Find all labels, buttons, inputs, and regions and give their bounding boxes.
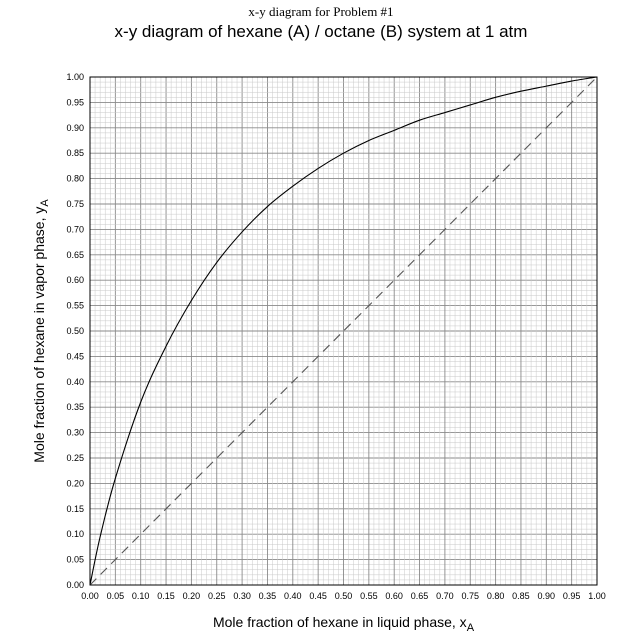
y-tick-label: 0.35 <box>66 402 84 412</box>
x-tick-label: 0.80 <box>487 591 505 601</box>
x-tick-label: 0.05 <box>107 591 125 601</box>
y-axis-label-subscript: A <box>39 199 51 207</box>
x-tick-label: 0.20 <box>183 591 201 601</box>
y-tick-label: 0.45 <box>66 351 84 361</box>
y-tick-label: 0.50 <box>66 326 84 336</box>
x-tick-label: 0.90 <box>538 591 556 601</box>
x-tick-label: 0.50 <box>335 591 353 601</box>
y-tick-label: 0.60 <box>66 275 84 285</box>
y-tick-label: 0.85 <box>66 148 84 158</box>
x-tick-label: 0.15 <box>157 591 175 601</box>
x-tick-label: 0.95 <box>563 591 581 601</box>
x-axis-label: Mole fraction of hexane in liquid phase,… <box>213 614 475 634</box>
y-tick-label: 0.40 <box>66 377 84 387</box>
page-title: x-y diagram for Problem #1 <box>248 4 394 19</box>
y-tick-label: 0.15 <box>66 504 84 514</box>
x-tick-label: 0.00 <box>81 591 99 601</box>
y-tick-label: 0.75 <box>66 199 84 209</box>
y-tick-label: 0.00 <box>66 580 84 590</box>
x-tick-label: 0.45 <box>309 591 327 601</box>
y-tick-label: 0.20 <box>66 478 84 488</box>
y-tick-label: 0.70 <box>66 224 84 234</box>
y-tick-label: 0.95 <box>66 97 84 107</box>
x-tick-label: 0.35 <box>259 591 277 601</box>
plot-frame <box>89 76 598 586</box>
x-tick-label: 0.55 <box>360 591 378 601</box>
x-tick-label: 0.65 <box>411 591 429 601</box>
y-tick-label: 0.25 <box>66 453 84 463</box>
y-axis-label: Mole fraction of hexane in vapor phase, … <box>31 199 51 463</box>
y-tick-labels: 0.00 0.05 0.10 0.15 0.20 0.25 0.30 0.35 0.40 0.45… <box>66 72 84 590</box>
chart-title: x-y diagram of hexane (A) / octane (B) s… <box>114 22 528 41</box>
x-tick-label: 1.00 <box>588 591 606 601</box>
y-tick-label: 0.55 <box>66 301 84 311</box>
x-tick-label: 0.75 <box>461 591 479 601</box>
y-tick-label: 0.10 <box>66 529 84 539</box>
x-tick-label: 0.60 <box>385 591 403 601</box>
x-tick-label: 0.85 <box>512 591 530 601</box>
grid <box>89 76 598 586</box>
y-tick-label: 0.65 <box>66 250 84 260</box>
series-layer <box>89 76 598 586</box>
equilibrium-curve <box>89 76 598 586</box>
x-tick-labels: 0.00 0.05 0.10 0.15 0.20 0.25 0.30 0.35 0.40 0.45… <box>81 591 606 601</box>
x-tick-label: 0.10 <box>132 591 150 601</box>
x-tick-label: 0.25 <box>208 591 226 601</box>
y-tick-label: 1.00 <box>66 72 84 82</box>
x-tick-label: 0.40 <box>284 591 302 601</box>
x-axis-label-text: Mole fraction of hexane in liquid phase,… <box>213 614 467 630</box>
y-tick-label: 0.30 <box>66 428 84 438</box>
y-tick-label: 0.05 <box>66 555 84 565</box>
y-axis-label-text: Mole fraction of hexane in vapor phase, … <box>31 207 47 463</box>
x-axis-label-subscript: A <box>467 622 475 634</box>
x-tick-label: 0.70 <box>436 591 454 601</box>
x-tick-label: 0.30 <box>233 591 251 601</box>
y-tick-label: 0.80 <box>66 174 84 184</box>
y-tick-label: 0.90 <box>66 123 84 133</box>
